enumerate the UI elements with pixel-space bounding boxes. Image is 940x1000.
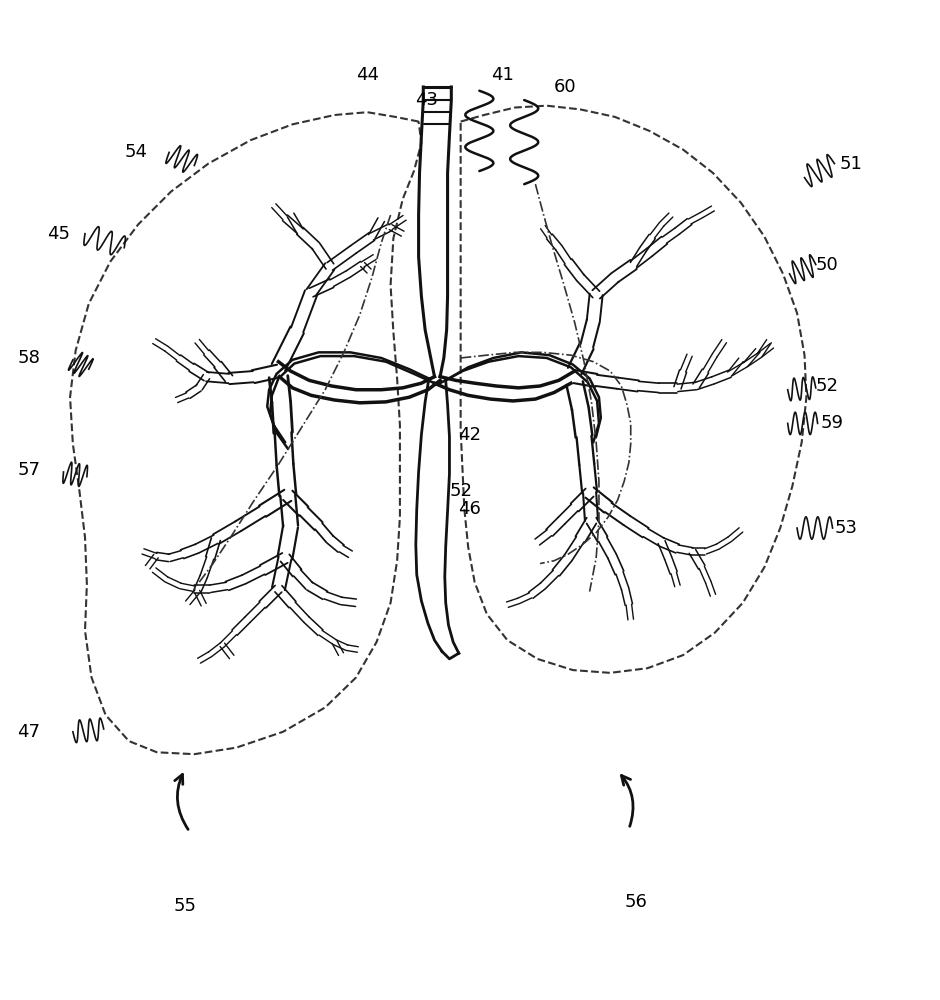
Text: 47: 47 — [17, 723, 40, 741]
Text: 52: 52 — [816, 377, 838, 395]
Text: 54: 54 — [125, 143, 148, 161]
Text: 50: 50 — [816, 256, 838, 274]
Text: 58: 58 — [17, 349, 40, 367]
Text: 57: 57 — [17, 461, 40, 479]
Text: 43: 43 — [415, 91, 438, 109]
Text: 42: 42 — [459, 426, 481, 444]
Text: 51: 51 — [839, 155, 862, 173]
Text: 41: 41 — [492, 66, 514, 84]
Text: 53: 53 — [835, 519, 857, 537]
Text: 56: 56 — [625, 893, 648, 911]
Text: 60: 60 — [554, 78, 577, 96]
Text: 45: 45 — [47, 225, 70, 243]
Text: 44: 44 — [355, 66, 379, 84]
Text: 55: 55 — [174, 897, 196, 915]
Text: 46: 46 — [459, 500, 481, 518]
Text: 52: 52 — [449, 482, 472, 500]
Text: 59: 59 — [821, 414, 843, 432]
